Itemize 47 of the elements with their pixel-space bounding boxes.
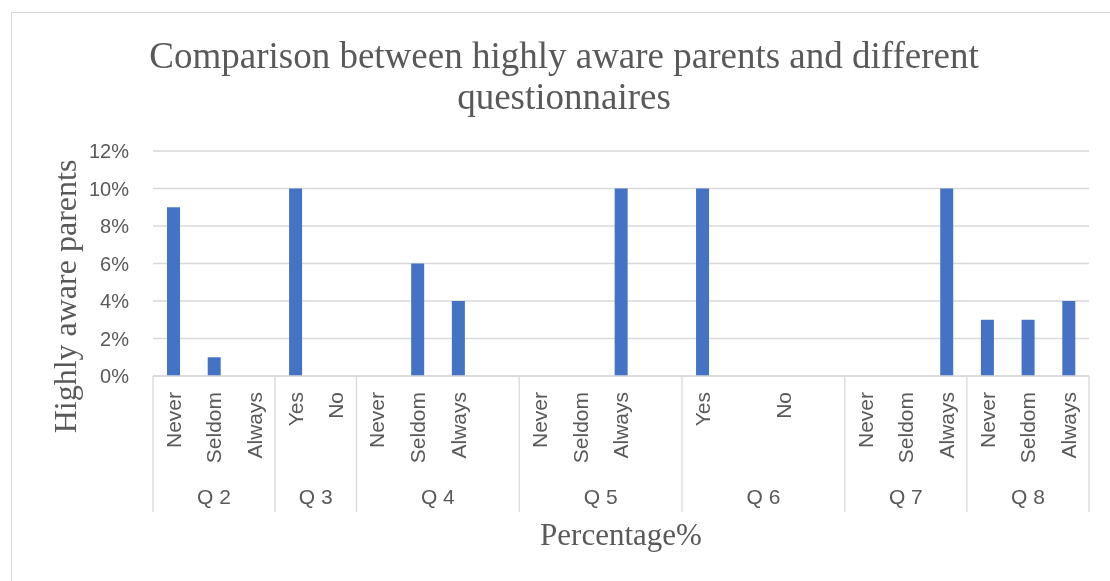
bar	[614, 188, 628, 376]
text: Q 6	[746, 485, 781, 508]
y-tick-label: 0%	[100, 365, 130, 388]
text: Q 2	[197, 485, 231, 508]
chart-title: Comparison between highly aware parents and different questionnaires	[148, 35, 980, 117]
x-tick-label: Never	[527, 392, 551, 449]
x-tick-label: Never	[161, 392, 185, 449]
x-tick-label: No	[324, 392, 348, 419]
x-tick-label: No	[772, 392, 796, 419]
text: Q 5	[583, 485, 618, 508]
x-tick-label: Seldom	[894, 392, 918, 464]
x-tick-label: Always	[1057, 392, 1080, 459]
x-tick-label: Yes	[690, 392, 714, 427]
x-tick-label: Seldom	[202, 392, 226, 464]
bar	[980, 319, 994, 376]
bar	[289, 188, 303, 376]
x-tick-label: Never	[853, 392, 877, 449]
y-tick-label: 6%	[100, 252, 130, 275]
bar	[1021, 319, 1035, 376]
bar	[940, 188, 954, 376]
x-tick-label: Yes	[283, 392, 307, 427]
text: Q 8	[1011, 485, 1045, 508]
x-axis-title: Percentage%	[540, 517, 702, 552]
x-tick-label: Seldom	[568, 392, 592, 464]
x-tick-label: Always	[243, 392, 267, 459]
bar	[207, 357, 221, 376]
y-tick-label: 10%	[88, 177, 130, 200]
bar	[1062, 301, 1076, 376]
bar	[696, 188, 710, 376]
bar	[411, 263, 425, 376]
x-tick-label: Seldom	[1016, 392, 1040, 464]
x-tick-label: Always	[446, 392, 470, 459]
x-tick-label: Always	[934, 392, 958, 459]
x-tick-label: Never	[975, 392, 999, 449]
x-tick-label: Always	[609, 392, 633, 459]
y-tick-label: 2%	[100, 327, 130, 350]
text: Q 3	[298, 485, 333, 508]
x-tick-label: Never	[365, 392, 389, 449]
text: Q 4	[420, 485, 456, 508]
text: Q 7	[888, 485, 923, 508]
bar	[451, 301, 465, 376]
x-tick-label: Seldom	[405, 392, 429, 464]
bar	[167, 207, 180, 376]
y-tick-label: 12%	[88, 140, 130, 163]
y-axis-title: Highly aware parents	[47, 159, 83, 434]
y-tick-label: 8%	[100, 215, 130, 238]
y-tick-label: 4%	[100, 290, 130, 313]
